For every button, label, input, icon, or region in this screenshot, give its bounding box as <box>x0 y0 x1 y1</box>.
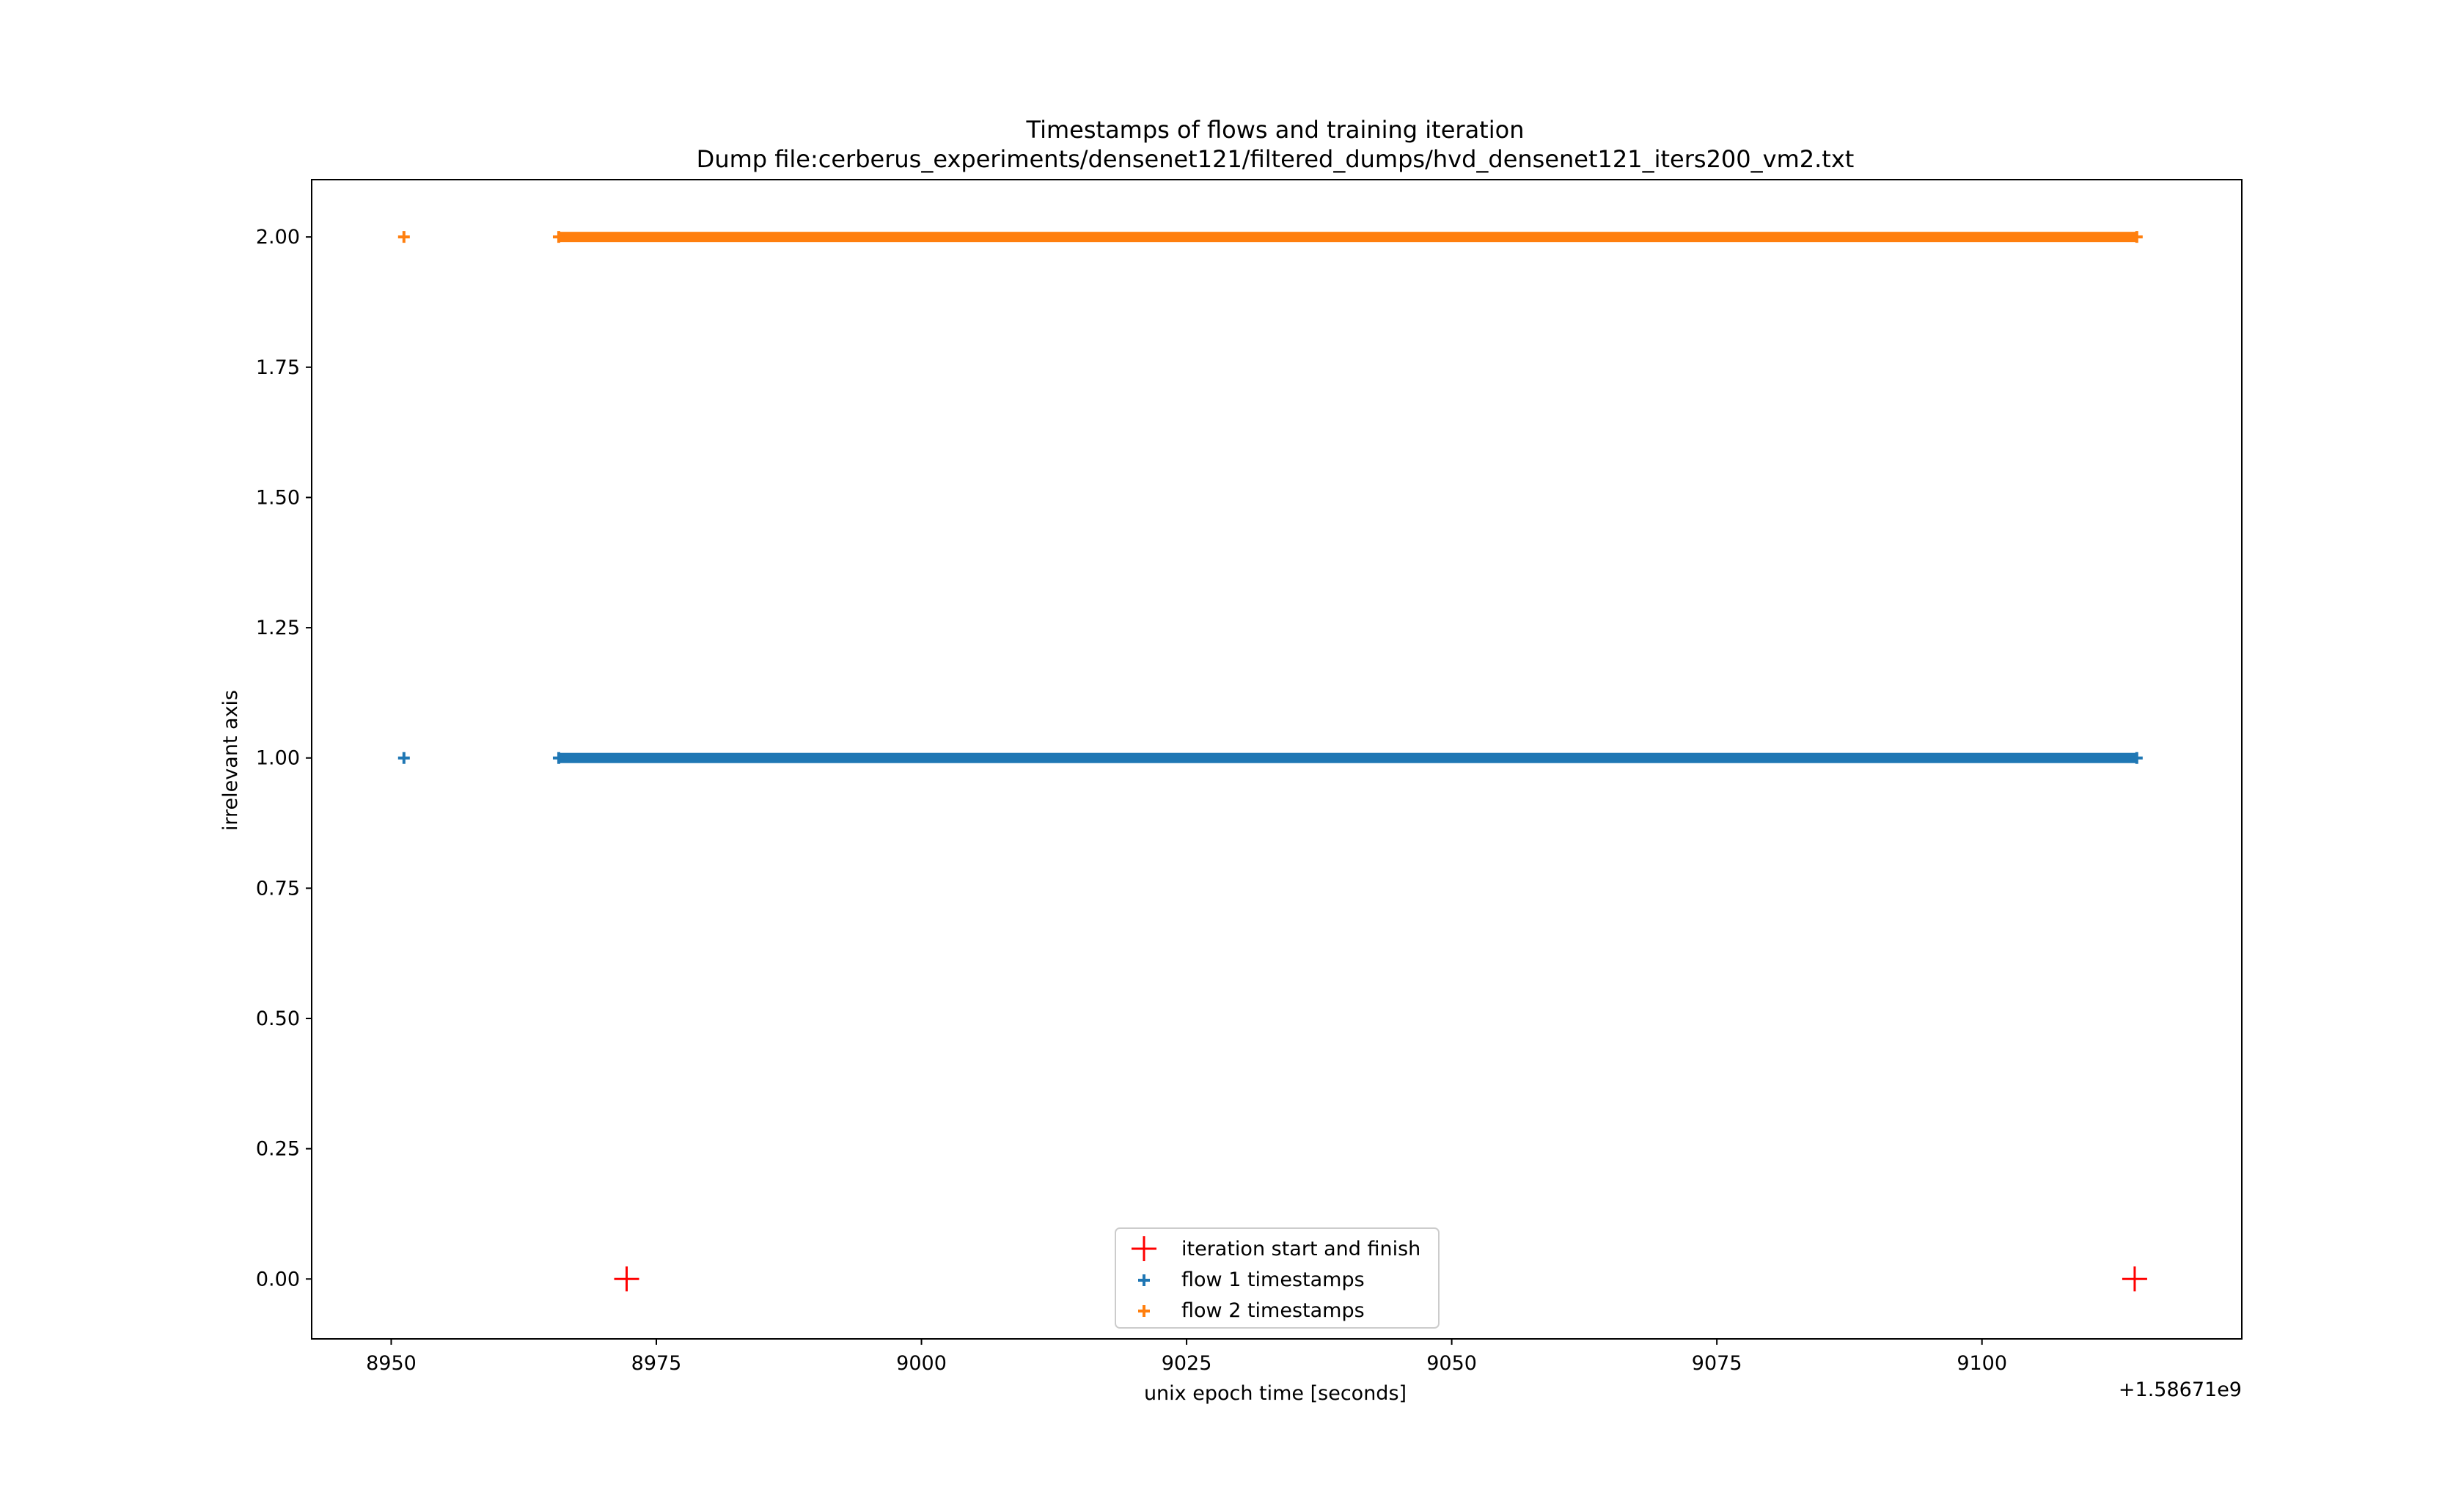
flow-2-point-dense-run <box>558 232 2137 243</box>
y-axis-label: irrelevant axis <box>219 690 242 831</box>
y-axis-ticks: 0.00 0.25 0.50 0.75 1.00 1.25 1.50 1.75 2.00 <box>256 226 312 1290</box>
flow-2-point <box>397 231 410 243</box>
legend-marker-iteration <box>1132 1236 1156 1261</box>
legend-entry-flow-2: flow 2 timestamps <box>1138 1299 1365 1322</box>
y-tick-label: 0.75 <box>256 877 300 900</box>
legend-marker-flow-1 <box>1138 1274 1150 1286</box>
y-tick-label: 1.00 <box>256 747 300 770</box>
y-tick-label: 1.25 <box>256 617 300 639</box>
x-tick-label: 8950 <box>366 1352 417 1375</box>
chart-title: Timestamps of flows and training iterati… <box>1026 116 1525 144</box>
series-layer <box>397 231 2147 1292</box>
axes-frame <box>311 179 2243 1340</box>
x-tick-label: 8975 <box>631 1352 682 1375</box>
x-tick-label: 9000 <box>896 1352 947 1375</box>
y-tick-label: 1.75 <box>256 356 300 379</box>
y-tick-label: 1.50 <box>256 486 300 509</box>
y-tick-label: 0.25 <box>256 1138 300 1161</box>
x-tick-label: 9100 <box>1957 1352 2007 1375</box>
x-axis-offset-label: +1.58671e9 <box>2119 1378 2242 1401</box>
flow-1-point <box>397 752 410 764</box>
x-tick-label: 9075 <box>1692 1352 1742 1375</box>
chart-subtitle: Dump file:cerberus_experiments/densenet1… <box>697 145 1855 173</box>
legend-entry-iteration: iteration start and finish <box>1132 1236 1420 1261</box>
flow-2-point <box>552 231 565 243</box>
legend: iteration start and finish flow 1 timest… <box>1115 1227 1440 1329</box>
legend-label-flow-1: flow 1 timestamps <box>1181 1268 1365 1291</box>
flow-1-point <box>552 752 565 764</box>
x-tick-label: 9050 <box>1426 1352 1477 1375</box>
legend-entry-flow-1: flow 1 timestamps <box>1138 1268 1365 1291</box>
y-tick-label: 2.00 <box>256 226 300 249</box>
y-tick-label: 0.00 <box>256 1268 300 1290</box>
flow-1-point-dense-run <box>558 752 2137 763</box>
legend-marker-flow-2 <box>1138 1305 1150 1317</box>
iteration-marker <box>614 1266 639 1292</box>
x-axis-ticks: 8950 8975 9000 9025 9050 9075 9100 <box>366 1339 2007 1375</box>
plot-area <box>311 179 2243 1340</box>
legend-label-flow-2: flow 2 timestamps <box>1181 1299 1365 1322</box>
x-axis-label: unix epoch time [seconds] <box>1144 1382 1407 1405</box>
legend-label-iteration: iteration start and finish <box>1181 1238 1420 1260</box>
x-tick-label: 9025 <box>1162 1352 1212 1375</box>
flow-1-point <box>2130 752 2143 764</box>
flow-2-point <box>2130 231 2143 243</box>
legend-box <box>1115 1227 1440 1329</box>
iteration-marker <box>2122 1266 2147 1292</box>
y-tick-label: 0.50 <box>256 1007 300 1030</box>
